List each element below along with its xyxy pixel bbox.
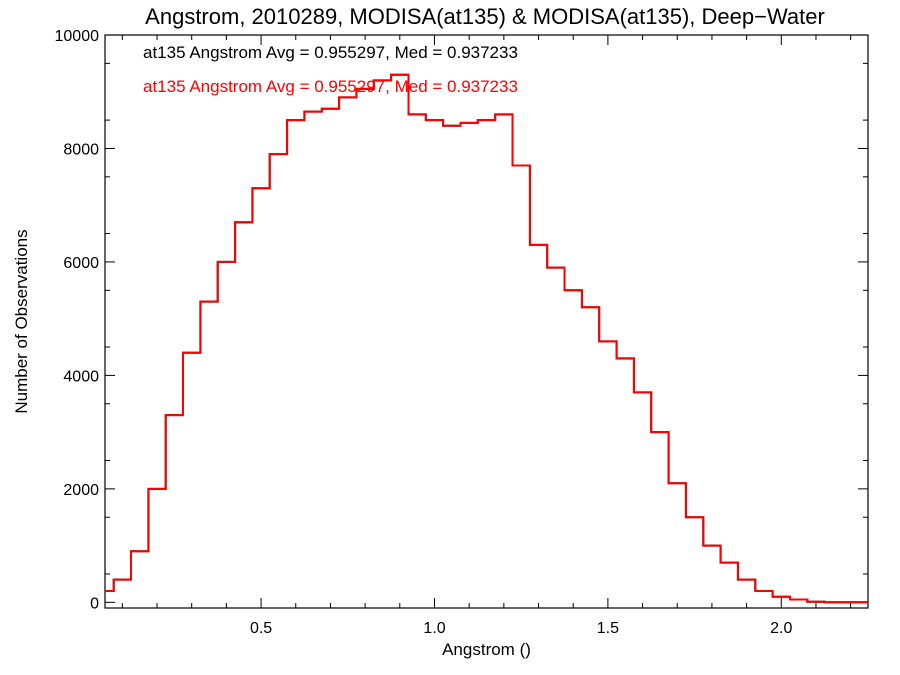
stats-annotation-black: at135 Angstrom Avg = 0.955297, Med = 0.9… <box>143 43 518 62</box>
axis-ticks: 0.5 1.0 1.5 2.0 0 2000 4000 6000 8000 10000 <box>55 28 868 637</box>
x-tick-label: 1.5 <box>597 620 619 637</box>
y-tick-label: 0 <box>90 595 99 612</box>
stats-annotation-red: at135 Angstrom Avg = 0.955297, Med = 0.9… <box>143 77 518 96</box>
y-tick-label: 10000 <box>55 28 100 45</box>
x-axis-label: Angstrom () <box>442 640 531 659</box>
chart-title: Angstrom, 2010289, MODISA(at135) & MODIS… <box>145 4 825 29</box>
y-tick-label: 2000 <box>63 482 99 499</box>
y-tick-label: 8000 <box>63 141 99 158</box>
y-tick-label: 4000 <box>63 368 99 385</box>
y-tick-label: 6000 <box>63 255 99 272</box>
y-axis-label: Number of Observations <box>12 229 31 413</box>
x-tick-label: 2.0 <box>770 620 792 637</box>
series-layer <box>105 73 868 604</box>
x-tick-label: 0.5 <box>250 620 272 637</box>
plot-frame <box>104 34 869 609</box>
histogram-series-1 <box>105 73 868 604</box>
x-tick-label: 1.0 <box>423 620 445 637</box>
histogram-series-0 <box>105 73 868 604</box>
